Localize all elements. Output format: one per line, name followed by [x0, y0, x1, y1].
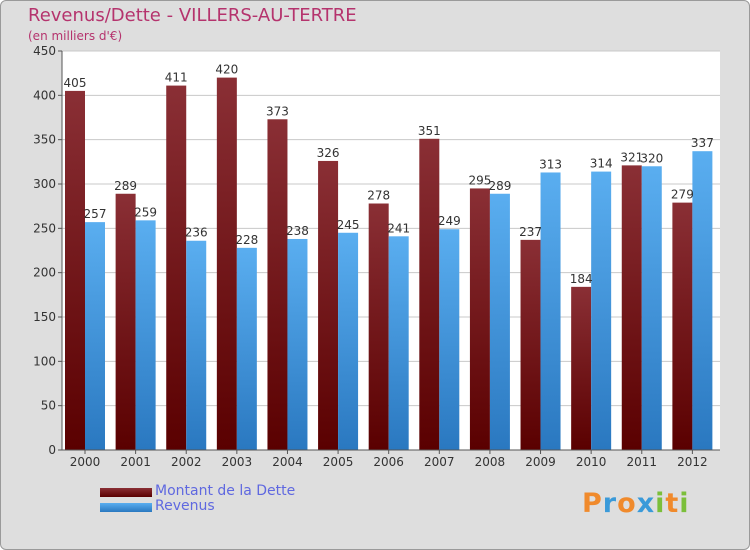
bar-value-label: 373 — [266, 104, 289, 118]
bar-value-label: 351 — [418, 124, 441, 138]
bar-value-label: 314 — [590, 157, 613, 171]
bars — [65, 77, 713, 451]
bar-value-label: 420 — [215, 63, 238, 77]
y-tick-label: 400 — [33, 88, 56, 102]
bar-value-label: 241 — [387, 221, 410, 235]
bar-value-label: 289 — [488, 179, 511, 193]
x-tick-label: 2010 — [576, 455, 607, 469]
bar-dette — [419, 138, 440, 450]
bar-value-label: 237 — [519, 225, 542, 239]
x-tick-label: 2004 — [272, 455, 303, 469]
bar-revenus — [388, 236, 409, 450]
bar-revenus — [236, 247, 257, 450]
bar-revenus — [692, 151, 713, 450]
x-tick-label: 2003 — [222, 455, 253, 469]
logo-letter: t — [665, 488, 680, 519]
x-tick-label: 2000 — [70, 455, 101, 469]
bar-value-label: 238 — [286, 224, 309, 238]
x-tick-label: 2008 — [475, 455, 506, 469]
bar-dette — [267, 119, 288, 451]
bar-value-label: 337 — [691, 136, 714, 150]
x-tick-label: 2001 — [120, 455, 151, 469]
bar-value-label: 184 — [570, 272, 593, 286]
bar-revenus — [591, 171, 612, 450]
y-tick-label: 450 — [33, 44, 56, 58]
chart-subtitle: (en milliers d'€) — [28, 29, 123, 43]
logo-letter: P — [582, 488, 603, 519]
proxiti-logo: Proxiti — [582, 488, 690, 519]
bar-value-label: 320 — [640, 151, 663, 165]
y-tick-label: 200 — [33, 266, 56, 280]
bar-revenus — [287, 238, 308, 450]
bar-value-label: 249 — [438, 214, 461, 228]
bar-dette — [368, 203, 389, 450]
bar-value-label: 313 — [539, 157, 562, 171]
y-axis-ticks: 0 50 100 150 200 250 300 350 400 450 — [33, 44, 62, 457]
bar-dette — [115, 193, 136, 450]
legend-swatch-dette — [100, 488, 152, 497]
bar-revenus — [641, 166, 662, 450]
bar-dette — [318, 160, 339, 451]
logo-letter: i — [655, 488, 666, 519]
bar-dette — [621, 165, 642, 450]
chart-title: Revenus/Dette - VILLERS-AU-TERTRE — [28, 5, 357, 26]
bar-dette — [520, 239, 541, 450]
x-tick-label: 2009 — [525, 455, 556, 469]
bar-value-label: 228 — [235, 233, 258, 247]
bar-value-label: 257 — [84, 207, 107, 221]
y-tick-label: 0 — [48, 443, 56, 457]
y-tick-label: 150 — [33, 310, 56, 324]
y-tick-label: 350 — [33, 133, 56, 147]
bar-dette — [166, 85, 187, 450]
bar-value-label: 236 — [185, 226, 208, 240]
legend-label-dette: Montant de la Dette — [155, 483, 296, 499]
bar-dette — [65, 90, 85, 451]
x-tick-label: 2005 — [323, 455, 354, 469]
x-tick-label: 2006 — [373, 455, 404, 469]
bar-value-label: 289 — [114, 179, 137, 193]
bar-revenus — [489, 193, 510, 450]
legend-label-revenus: Revenus — [155, 498, 215, 514]
bar-value-label: 411 — [165, 71, 188, 85]
y-tick-label: 50 — [41, 399, 56, 413]
bar-revenus — [439, 229, 460, 450]
bar-value-label: 245 — [337, 218, 360, 232]
y-tick-label: 300 — [33, 177, 56, 191]
bar-dette — [571, 286, 592, 450]
logo-letter: o — [617, 488, 637, 519]
bar-revenus — [540, 172, 561, 450]
x-tick-label: 2002 — [171, 455, 202, 469]
y-tick-label: 250 — [33, 221, 56, 235]
logo-letter: i — [679, 488, 690, 519]
bar-revenus — [338, 232, 359, 450]
x-axis-ticks: 2000 2001 2002 2003 2004 2005 2006 2007 2008 2009… — [70, 450, 708, 469]
legend-swatch-revenus — [100, 503, 152, 512]
bar-value-label: 259 — [134, 205, 157, 219]
bar-value-label: 405 — [64, 76, 87, 90]
bar-dette — [672, 202, 693, 450]
bar-dette — [469, 188, 490, 450]
bar-value-label: 326 — [317, 146, 340, 160]
logo-letter: r — [602, 488, 618, 519]
bar-value-label: 321 — [620, 150, 643, 164]
bar-value-label: 279 — [671, 188, 694, 202]
bar-value-label: 295 — [468, 173, 491, 187]
x-tick-label: 2007 — [424, 455, 455, 469]
bar-revenus — [85, 222, 105, 450]
bar-revenus — [135, 220, 156, 450]
bar-value-label: 278 — [367, 189, 390, 203]
y-tick-label: 100 — [33, 354, 56, 368]
x-tick-label: 2011 — [626, 455, 657, 469]
bar-revenus — [186, 240, 207, 450]
bar-dette — [216, 77, 237, 450]
logo-letter: x — [636, 488, 656, 519]
x-tick-label: 2012 — [677, 455, 708, 469]
data-labels: 405 257 289 259 411 236 420 228 373 238 326 245 278 2… — [64, 63, 714, 286]
